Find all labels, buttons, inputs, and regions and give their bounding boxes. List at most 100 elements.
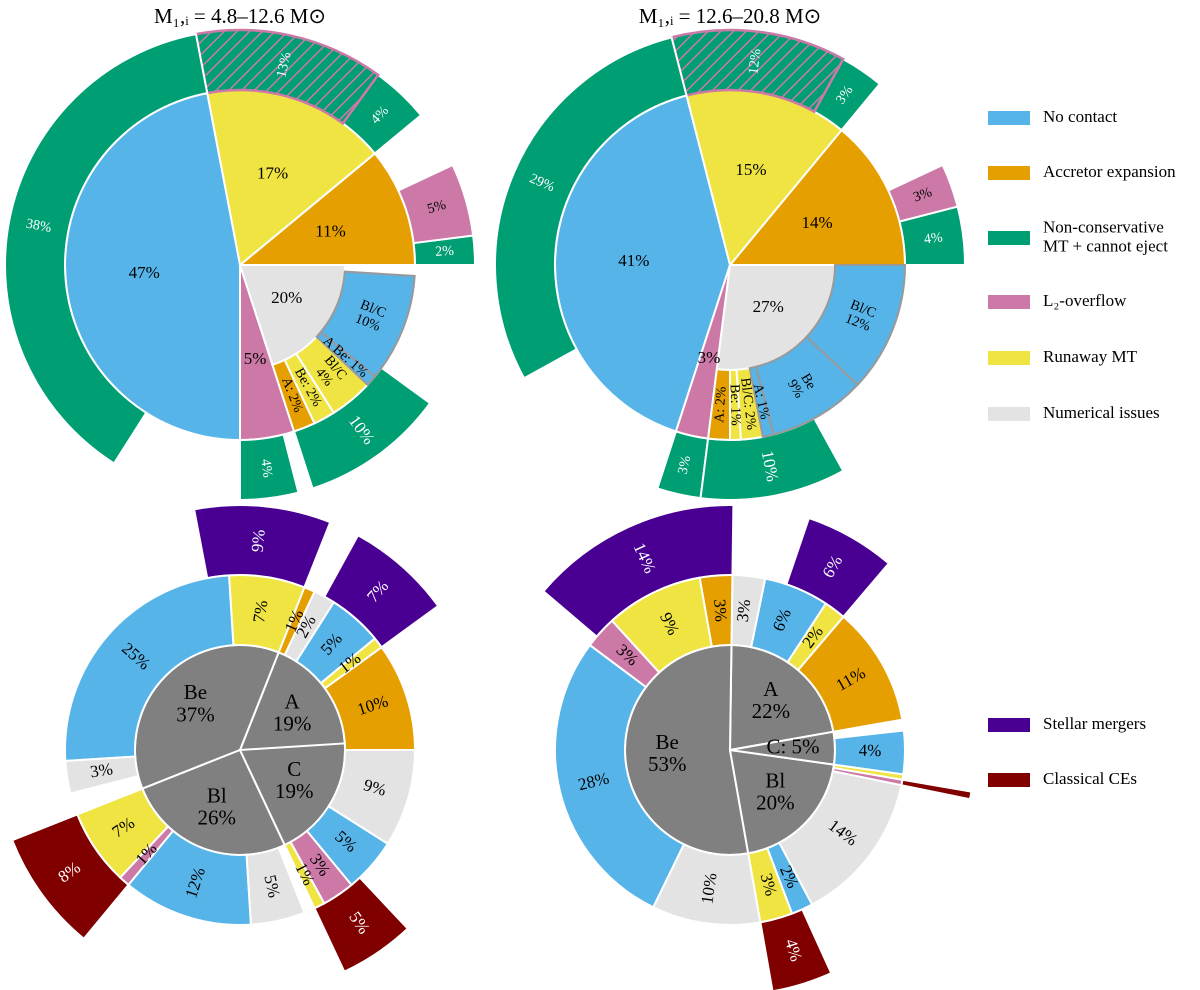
wedge-label-line: 3% bbox=[733, 598, 754, 623]
wedge-label-line: A: 2% bbox=[712, 386, 729, 423]
wedge-label-line: 14% bbox=[802, 213, 833, 232]
wedge-label-line: 5% bbox=[244, 349, 267, 368]
wedge-label-line: 5% bbox=[260, 873, 283, 899]
labels: 14%4%3%15%3%12%41%29%3%3%27%A: 2%10%Be: … bbox=[527, 48, 944, 484]
wedge bbox=[900, 778, 973, 801]
legend-label: MT + cannot eject bbox=[1043, 236, 1168, 255]
legend-swatch bbox=[988, 773, 1030, 787]
wedge-label: A19% bbox=[273, 689, 312, 735]
wedge bbox=[554, 643, 686, 909]
wedge-label: 20% bbox=[271, 288, 302, 307]
wedge-label: 41% bbox=[618, 251, 649, 270]
wedge-label-line: 3% bbox=[911, 185, 934, 206]
legend-label: Non-conservative bbox=[1043, 217, 1164, 236]
legend-swatch bbox=[988, 351, 1030, 365]
legend-label: Accretor expansion bbox=[1043, 162, 1176, 181]
legend-swatch bbox=[988, 295, 1030, 309]
wedge-label-line: Bl/C: 2% bbox=[737, 377, 759, 431]
wedge-label: 38% bbox=[25, 217, 53, 237]
wedge bbox=[494, 36, 688, 380]
wedge-label-line: 26% bbox=[198, 805, 237, 829]
wedge bbox=[239, 433, 300, 502]
wedge-label: 27% bbox=[753, 297, 784, 316]
sunburst bbox=[542, 504, 973, 990]
wedge-label-line: 3% bbox=[676, 454, 695, 476]
wedge-label-line: 5% bbox=[426, 198, 448, 218]
legend-label: No contact bbox=[1043, 107, 1117, 126]
wedge-label-line: 53% bbox=[648, 752, 687, 776]
wedge-label: 2% bbox=[435, 244, 455, 260]
wedge-label-line: Be bbox=[184, 680, 207, 704]
sunburst bbox=[494, 28, 967, 501]
wedge bbox=[785, 516, 891, 619]
chart-title: M₁,ᵢ = 4.8–12.6 M⊙ bbox=[154, 4, 326, 28]
wedge-label: A22% bbox=[752, 677, 791, 723]
legend: No contact Accretor expansion Non-conserva… bbox=[988, 107, 1176, 422]
wedge bbox=[4, 32, 209, 465]
wedge-label-line: 15% bbox=[735, 160, 766, 179]
wedge-label-line: 20% bbox=[271, 288, 302, 307]
wedge-label: Bl/C: 2% bbox=[737, 377, 759, 431]
wedge-label-line: 38% bbox=[25, 217, 53, 237]
wedge-label: 10% bbox=[697, 872, 720, 906]
wedge-label-line: 3% bbox=[89, 759, 114, 781]
legend-swatch bbox=[988, 407, 1030, 421]
wedge bbox=[64, 755, 140, 795]
wedge bbox=[245, 846, 306, 926]
wedge-label-line: 37% bbox=[176, 702, 215, 726]
wedge-label: 5% bbox=[244, 349, 267, 368]
wedge-label-line: 9% bbox=[248, 529, 269, 553]
wedge-label: 4% bbox=[859, 741, 882, 760]
wedge-label-line: 2% bbox=[435, 244, 455, 260]
wedge-label-line: 3% bbox=[710, 598, 731, 622]
wedge-label: 3% bbox=[698, 348, 721, 367]
wedge-label: C19% bbox=[275, 757, 314, 803]
wedge-label-line: 4% bbox=[923, 230, 944, 247]
sunburst bbox=[10, 504, 440, 974]
wedge-label-line: 19% bbox=[275, 779, 314, 803]
wedge-label: 4% bbox=[257, 458, 274, 479]
wedge bbox=[759, 908, 833, 990]
wedge-label: 4% bbox=[923, 230, 944, 247]
wedge-label-line: 13% bbox=[274, 50, 294, 79]
wedge bbox=[805, 264, 907, 387]
wedge-label: 13% bbox=[274, 50, 294, 79]
wedge bbox=[832, 729, 906, 776]
legend-swatch bbox=[988, 231, 1030, 245]
wedge-label-line: Bl bbox=[207, 783, 227, 807]
wedge-label-line: 47% bbox=[129, 263, 160, 282]
wedge-label-line: C: 5% bbox=[766, 735, 819, 759]
wedge bbox=[887, 163, 959, 223]
legend-swatch bbox=[988, 111, 1030, 125]
wedge-label: 7% bbox=[249, 599, 271, 624]
wedge-label: 11% bbox=[315, 221, 346, 240]
legend-label: Numerical issues bbox=[1043, 403, 1160, 422]
wedge bbox=[64, 574, 235, 763]
wedge bbox=[313, 876, 410, 974]
wedge-label-line: 4% bbox=[859, 741, 882, 760]
legend-swatch bbox=[988, 166, 1030, 180]
legend: Stellar mergers Classical CEs bbox=[988, 714, 1146, 788]
legend-label: Classical CEs bbox=[1043, 769, 1137, 788]
sunburst bbox=[4, 28, 477, 502]
wedge bbox=[319, 270, 416, 378]
wedge-label-line: Be bbox=[797, 371, 818, 392]
wedge-label: 3% bbox=[733, 598, 754, 623]
wedge-label-line: 20% bbox=[756, 791, 795, 815]
chart-title: M₁,ᵢ = 12.6–20.8 M⊙ bbox=[639, 4, 822, 28]
wedge-label-line: Be bbox=[656, 730, 679, 754]
wedge-label-line: 22% bbox=[752, 699, 791, 723]
wedge-label-line: 19% bbox=[273, 711, 312, 735]
legend-label: Runaway MT bbox=[1043, 347, 1138, 366]
wedge-label: 5% bbox=[426, 198, 448, 218]
wedge-label-line: 3% bbox=[698, 348, 721, 367]
wedge-label: 3% bbox=[89, 759, 114, 781]
wedge bbox=[192, 504, 332, 589]
wedge bbox=[10, 813, 130, 941]
legend-swatch bbox=[988, 718, 1030, 732]
